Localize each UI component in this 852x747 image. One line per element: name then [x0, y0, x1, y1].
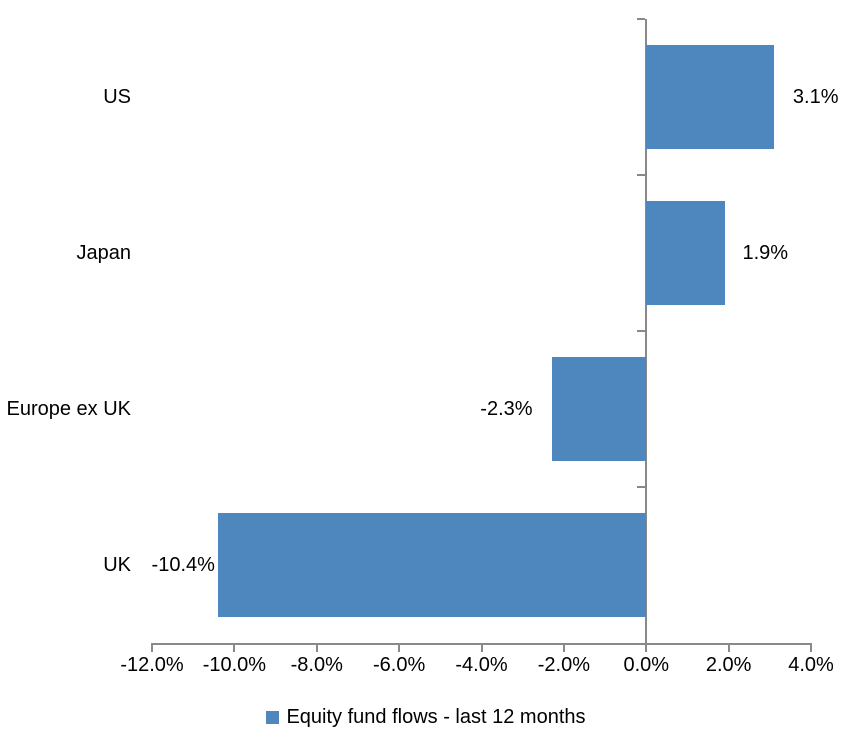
category-label-europe-ex-uk: Europe ex UK — [6, 398, 131, 420]
x-tick — [480, 643, 483, 652]
legend-marker-square — [266, 711, 280, 724]
category-label-us: US — [103, 86, 131, 108]
x-tick-label: -10.0% — [202, 654, 267, 676]
legend-label: Equity fund flows - last 12 months — [286, 706, 586, 728]
x-tick-label: -4.0% — [455, 654, 508, 676]
value-label-europe-ex-uk: -2.3% — [480, 398, 533, 420]
chart-legend: Equity fund flows - last 12 months — [0, 706, 852, 729]
category-tick — [637, 174, 646, 176]
x-tick — [398, 643, 401, 652]
bar-uk — [217, 513, 647, 617]
x-tick — [810, 643, 812, 652]
category-label-japan: Japan — [76, 242, 132, 264]
category-tick — [637, 330, 646, 332]
value-label-uk: -10.4% — [151, 554, 215, 576]
x-tick — [315, 643, 318, 652]
x-tick-label: -2.0% — [537, 654, 590, 676]
x-tick — [562, 643, 565, 652]
zero-axis-line — [645, 19, 648, 643]
x-tick-label: 0.0% — [623, 654, 670, 676]
x-tick — [727, 643, 730, 652]
bar-europe-ex-uk — [551, 357, 647, 461]
bar-japan — [646, 201, 725, 305]
x-tick-label: 4.0% — [788, 654, 834, 676]
value-label-japan: 1.9% — [742, 242, 789, 264]
category-label-uk: UK — [103, 554, 131, 576]
category-tick — [637, 18, 646, 20]
x-tick-label: -12.0% — [120, 654, 184, 676]
x-tick-label: -6.0% — [373, 654, 426, 676]
x-tick-label: -8.0% — [290, 654, 343, 676]
x-tick — [151, 643, 153, 652]
x-tick-label: 2.0% — [705, 654, 752, 676]
category-tick — [637, 486, 646, 488]
x-tick — [233, 643, 236, 652]
x-tick — [645, 643, 648, 652]
bar-us — [646, 45, 774, 149]
value-label-us: 3.1% — [792, 86, 839, 108]
